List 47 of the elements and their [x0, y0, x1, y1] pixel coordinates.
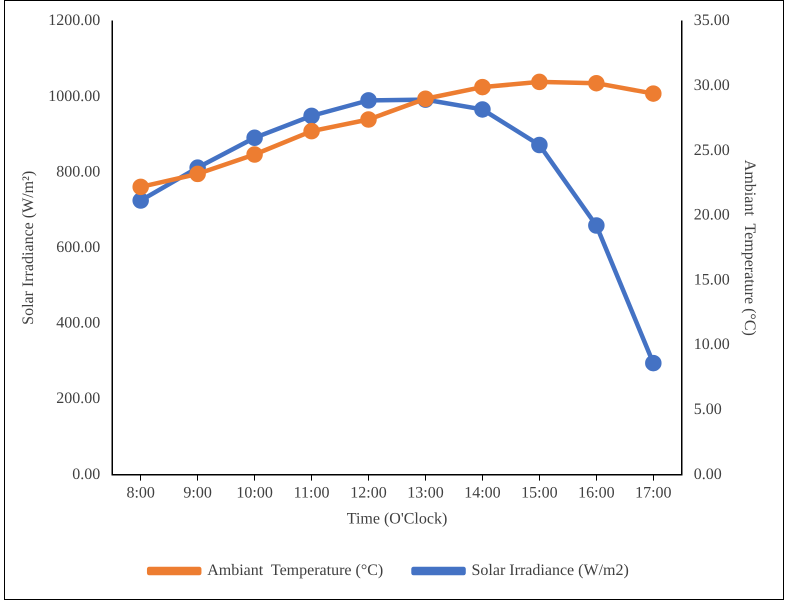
point: [588, 74, 605, 92]
y-tick-label: 1200.00: [48, 12, 100, 30]
x-tick-label: 14:00: [464, 484, 501, 502]
point: [645, 354, 662, 372]
y-tick-label: 200.00: [56, 390, 100, 408]
point: [531, 136, 548, 154]
x-tick-label: 13:00: [407, 484, 444, 502]
y-tick-label: 1000.00: [48, 88, 100, 105]
y2-tick-label: 10.00: [694, 336, 730, 354]
y2-tick-label: 20.00: [694, 206, 730, 224]
point: [360, 92, 377, 109]
point: [303, 108, 320, 124]
y-tick-label: 800.00: [56, 163, 100, 180]
point: [189, 166, 206, 182]
x-tick-label: 12:00: [350, 484, 387, 502]
point: [303, 122, 320, 140]
y2-axis-title: Ambiant Temperature (°C): [741, 160, 758, 336]
y-axis-title: Solar Irradiance (W/m²): [20, 170, 37, 325]
point: [588, 217, 605, 234]
point: [132, 192, 149, 209]
x-tick-label: 16:00: [578, 484, 615, 502]
point: [246, 146, 263, 163]
point: [246, 130, 263, 146]
x-tick-label: 15:00: [521, 484, 558, 502]
point: [360, 111, 377, 128]
legend-label: Solar Irradiance (W/m2): [472, 562, 629, 580]
x-tick-label: 9:00: [183, 484, 212, 502]
y2-tick-label: 5.00: [694, 401, 722, 418]
y2-tick-label: 15.00: [694, 271, 730, 288]
y-tick-label: 0.00: [72, 466, 100, 483]
y2-tick-label: 35.00: [694, 12, 730, 30]
x-tick-label: 10:00: [236, 484, 273, 502]
y-tick-label: 400.00: [56, 314, 100, 332]
y2-tick-label: 30.00: [694, 77, 730, 94]
x-axis-title: Time (O'Clock): [346, 510, 448, 528]
point: [474, 101, 491, 118]
y-tick-label: 600.00: [56, 239, 100, 256]
x-tick-label: 8:00: [126, 484, 155, 502]
y2-tick-label: 0.00: [694, 466, 722, 483]
x-tick-label: 17:00: [635, 484, 672, 502]
x-tick-label: 11:00: [294, 484, 330, 502]
point: [474, 78, 491, 96]
point: [132, 178, 149, 196]
legend-label: Ambiant Temperature (°C): [207, 562, 384, 580]
y2-tick-label: 25.00: [694, 142, 730, 159]
point: [645, 85, 662, 102]
point: [531, 74, 548, 90]
